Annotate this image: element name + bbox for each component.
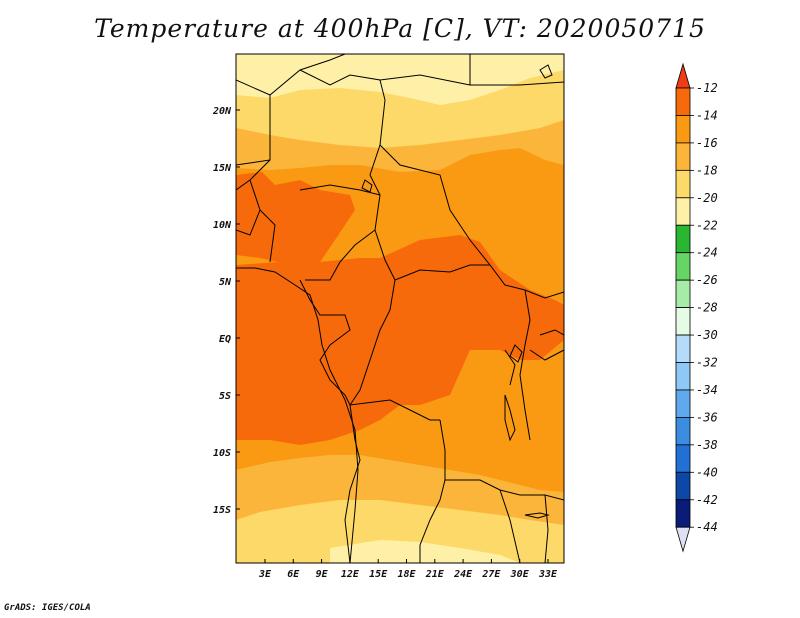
legend-label: -12 bbox=[696, 81, 718, 95]
lat-label: 5S bbox=[219, 391, 231, 402]
legend-label: -40 bbox=[696, 465, 718, 479]
legend-swatch bbox=[675, 279, 691, 308]
legend-swatch bbox=[675, 334, 691, 363]
legend-label: -22 bbox=[696, 218, 718, 232]
legend-label: -20 bbox=[696, 191, 718, 205]
lon-label: 30E bbox=[510, 569, 530, 580]
legend-swatch bbox=[675, 416, 691, 446]
lat-label: 5N bbox=[219, 277, 232, 288]
lon-label: 6E bbox=[287, 569, 300, 580]
country-borders bbox=[236, 54, 564, 563]
band-minus14-central bbox=[236, 235, 564, 445]
lat-label: 10N bbox=[213, 220, 232, 231]
band-minus14-west bbox=[236, 172, 355, 265]
coastline bbox=[236, 267, 359, 563]
legend-swatch bbox=[675, 169, 691, 199]
lat-label: EQ bbox=[219, 334, 231, 345]
lat-label: 15N bbox=[213, 163, 232, 174]
longitude-axis: 3E 6E 9E 12E 15E 18E 21E 24E 27E 30E 33E bbox=[258, 559, 558, 580]
legend-label: -28 bbox=[696, 301, 718, 315]
legend-swatch bbox=[675, 471, 691, 501]
lon-label: 33E bbox=[538, 569, 558, 580]
legend-swatch bbox=[675, 444, 691, 473]
legend-label: -16 bbox=[696, 136, 718, 150]
temperature-field bbox=[236, 54, 564, 563]
band-minus20-south bbox=[236, 500, 564, 563]
legend-swatch bbox=[675, 197, 691, 226]
chart-title: Temperature at 400hPa [C], VT: 202005071… bbox=[94, 14, 706, 43]
legend-bottom-arrow bbox=[675, 526, 691, 553]
credit-label: GrADS: IGES/COLA bbox=[4, 603, 91, 613]
legend-label: -44 bbox=[696, 520, 718, 534]
lon-label: 27E bbox=[481, 569, 501, 580]
lon-label: 12E bbox=[341, 569, 360, 580]
map-frame bbox=[235, 53, 565, 564]
legend-swatch bbox=[675, 115, 691, 144]
legend-swatch bbox=[675, 307, 691, 336]
lon-label: 9E bbox=[316, 569, 329, 580]
legend-swatch bbox=[675, 142, 691, 171]
band-minus22-north bbox=[236, 54, 564, 105]
legend-top-arrow bbox=[675, 62, 691, 89]
legend-swatch bbox=[675, 224, 691, 254]
band-minus16-east bbox=[450, 350, 564, 460]
legend-label: -30 bbox=[696, 328, 718, 342]
legend-label: -34 bbox=[696, 383, 718, 397]
legend-label: -24 bbox=[696, 246, 718, 260]
color-legend: -12 -14 -16 -18 -20 -22 -24 -26 -28 -30 -32 -34 -36 -… bbox=[675, 62, 718, 553]
lakes bbox=[361, 64, 553, 519]
legend-label: -42 bbox=[696, 493, 718, 507]
lat-label: 15S bbox=[213, 505, 231, 516]
legend-label: -32 bbox=[696, 356, 718, 370]
legend-swatch bbox=[675, 389, 691, 418]
legend-swatch bbox=[675, 252, 691, 281]
legend-label: -14 bbox=[696, 108, 718, 122]
band-minus22-south bbox=[330, 540, 520, 563]
latitude-axis: 20N 15N 10N 5N EQ 5S 10S 15S bbox=[212, 106, 240, 516]
legend-label: -26 bbox=[696, 273, 718, 287]
lat-label: 20N bbox=[212, 106, 232, 117]
lon-label: 18E bbox=[397, 569, 416, 580]
lon-label: 15E bbox=[369, 569, 388, 580]
legend-label: -36 bbox=[696, 410, 718, 424]
lon-label: 24E bbox=[453, 569, 473, 580]
legend-swatch bbox=[675, 362, 691, 391]
legend-label: -18 bbox=[696, 163, 718, 177]
legend-swatch bbox=[675, 87, 691, 116]
lon-label: 21E bbox=[425, 569, 445, 580]
legend-swatch bbox=[675, 499, 691, 528]
lat-label: 10S bbox=[213, 448, 231, 459]
legend-label: -38 bbox=[696, 438, 718, 452]
lon-label: 3E bbox=[258, 569, 272, 580]
